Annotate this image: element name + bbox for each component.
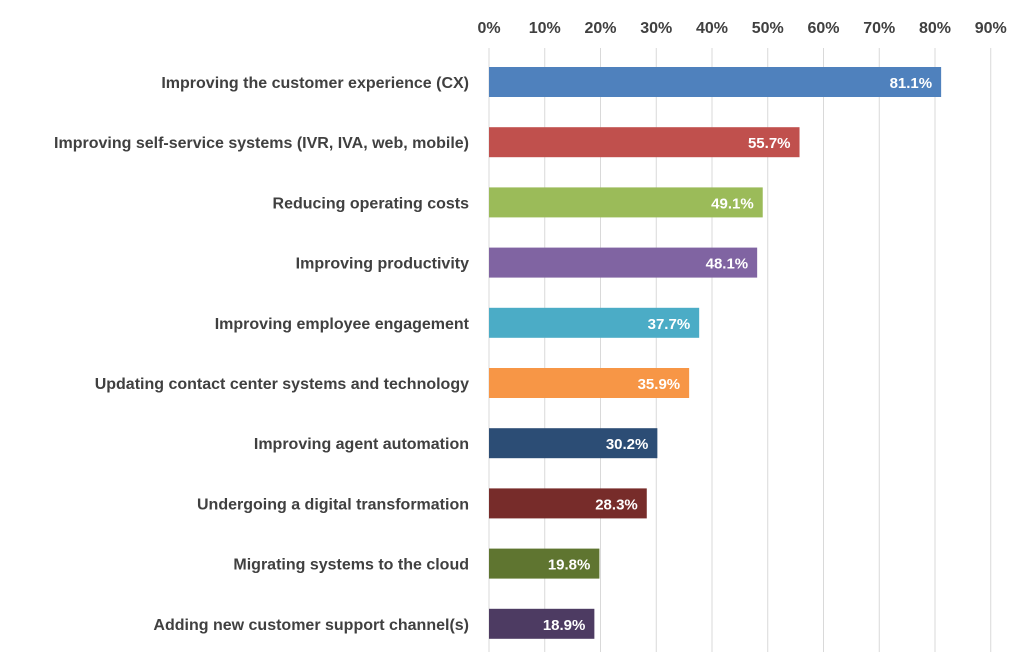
bar — [489, 428, 658, 459]
x-tick-label: 0% — [477, 20, 500, 37]
x-tick-label: 20% — [584, 20, 616, 37]
category-label: Improving productivity — [296, 256, 469, 273]
bar — [489, 368, 690, 398]
category-label: Undergoing a digital transformation — [197, 496, 469, 513]
bar — [489, 187, 763, 218]
data-label: 81.1% — [890, 75, 933, 92]
category-label: Updating contact center systems and tech… — [95, 376, 469, 393]
x-tick-label: 50% — [752, 20, 784, 37]
x-tick-label: 30% — [640, 20, 672, 37]
category-label: Reducing operating costs — [273, 195, 470, 212]
bar — [489, 307, 700, 338]
x-tick-label: 70% — [863, 20, 895, 37]
data-label: 35.9% — [638, 376, 681, 393]
category-label: Improving the customer experience (CX) — [161, 75, 469, 92]
bar — [489, 488, 647, 519]
data-label: 49.1% — [711, 195, 754, 212]
category-label: Improving agent automation — [254, 436, 469, 453]
bar — [489, 548, 600, 579]
bar — [489, 67, 942, 97]
data-label: 19.8% — [548, 557, 591, 574]
x-tick-label: 40% — [696, 20, 728, 37]
data-label: 18.9% — [543, 617, 586, 634]
x-tick-label: 60% — [807, 20, 839, 37]
data-label: 55.7% — [748, 135, 791, 152]
bar — [489, 127, 800, 158]
data-labels: 81.1% 55.7% 49.1% 48.1% 37.7% 35.9% 30.2% 28.3%… — [543, 75, 932, 634]
x-axis-ticks: 0% 10% 20% 30% 40% 50% 60% 70% 80% 90% — [477, 20, 1006, 37]
x-tick-label: 10% — [529, 20, 561, 37]
x-tick-label: 80% — [919, 20, 951, 37]
data-label: 28.3% — [595, 496, 638, 513]
category-label: Improving employee engagement — [215, 316, 470, 333]
category-label: Migrating systems to the cloud — [233, 557, 469, 574]
category-label: Adding new customer support channel(s) — [153, 617, 469, 634]
category-labels: Improving the customer experience (CX) Im… — [54, 75, 470, 634]
x-tick-label: 90% — [975, 20, 1007, 37]
data-label: 48.1% — [706, 256, 749, 273]
data-label: 30.2% — [606, 436, 649, 453]
bars — [489, 67, 942, 639]
bar — [489, 608, 595, 639]
category-label: Improving self-service systems (IVR, IVA… — [54, 135, 469, 152]
bar — [489, 247, 758, 278]
data-label: 37.7% — [648, 316, 691, 333]
